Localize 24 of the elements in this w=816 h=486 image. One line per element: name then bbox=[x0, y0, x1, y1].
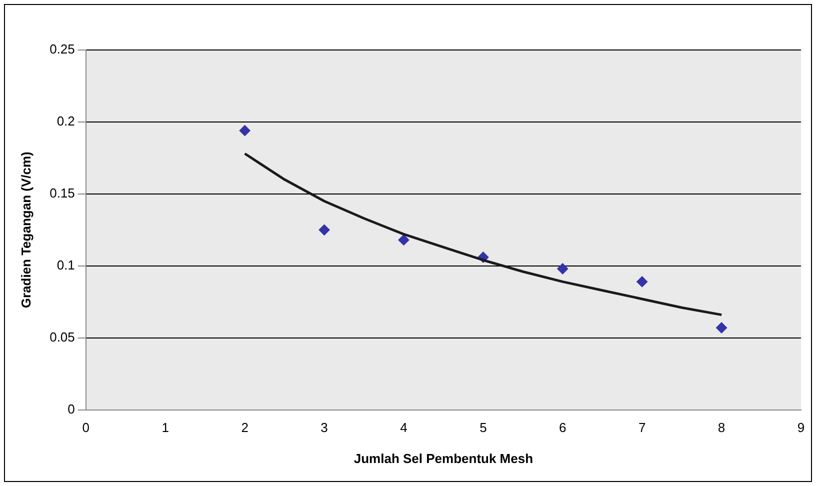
y-axis-title: Gradien Tegangan (V/cm) bbox=[18, 152, 34, 308]
x-tick-label: 2 bbox=[241, 420, 248, 436]
y-tick-label: 0.05 bbox=[50, 329, 75, 344]
point bbox=[239, 125, 250, 136]
y-tick-label: 0 bbox=[68, 401, 75, 416]
y-tick-label: 0.15 bbox=[50, 186, 75, 200]
y-tick-label: 0.25 bbox=[50, 42, 75, 57]
x-tick-label: 4 bbox=[400, 420, 408, 436]
y-tick-label: 0.1 bbox=[56, 257, 75, 272]
x-tick-label: 3 bbox=[320, 420, 328, 436]
point bbox=[398, 234, 410, 246]
point bbox=[318, 224, 330, 236]
x-tick-label: 1 bbox=[162, 420, 169, 436]
point bbox=[636, 276, 648, 288]
point bbox=[557, 263, 568, 274]
x-tick-label: 7 bbox=[638, 420, 646, 436]
x-tick-label: 6 bbox=[559, 420, 566, 436]
x-tick-label: 0 bbox=[82, 420, 90, 436]
x-tick-label: 9 bbox=[797, 420, 805, 436]
x-tick-label: 8 bbox=[718, 420, 726, 436]
y-tick-label: 0.2 bbox=[56, 114, 75, 129]
x-tick-label: 5 bbox=[480, 420, 487, 436]
point bbox=[716, 322, 728, 334]
x-axis-title: Jumlah Sel Pembentuk Mesh bbox=[354, 450, 534, 466]
